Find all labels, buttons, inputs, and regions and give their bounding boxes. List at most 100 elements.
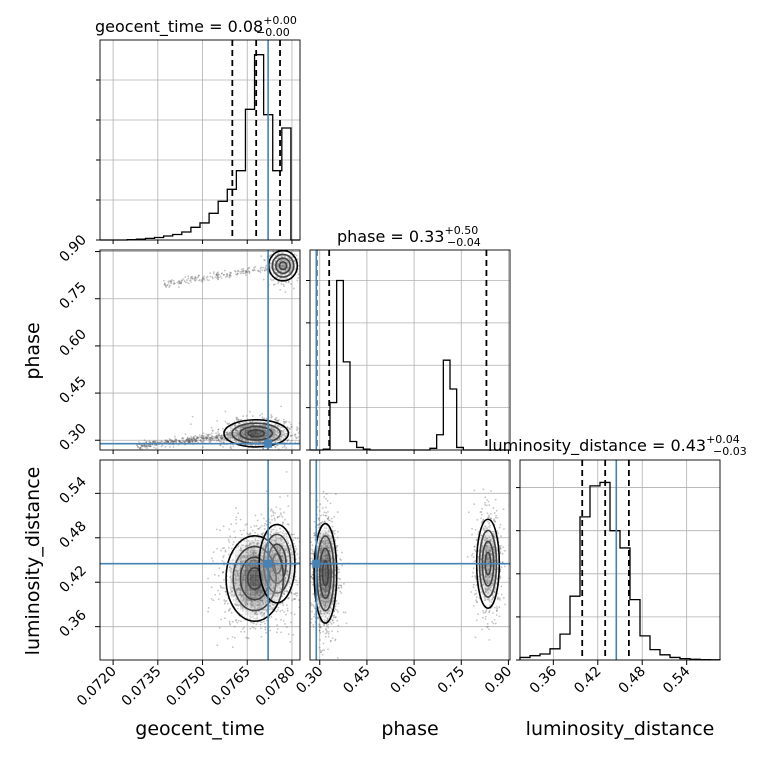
scatter-point xyxy=(188,282,190,284)
scatter-point xyxy=(211,598,213,600)
scatter-point xyxy=(143,445,145,447)
scatter-point xyxy=(275,619,277,621)
scatter-point xyxy=(476,519,478,521)
scatter-point xyxy=(468,511,470,513)
scatter-point xyxy=(302,434,304,436)
scatter-point xyxy=(280,512,282,514)
scatter-point xyxy=(227,423,229,425)
scatter-point xyxy=(323,643,325,645)
scatter-point xyxy=(291,599,293,601)
scatter-point xyxy=(235,507,237,509)
scatter-point xyxy=(207,435,209,437)
scatter-point xyxy=(283,285,285,287)
scatter-point xyxy=(260,624,262,626)
scatter-point xyxy=(146,447,148,449)
scatter-point xyxy=(307,526,309,528)
scatter-point xyxy=(201,279,203,281)
scatter-point xyxy=(225,593,227,595)
scatter-point xyxy=(289,641,291,643)
scatter-point xyxy=(240,530,242,532)
scatter-point xyxy=(220,276,222,278)
scatter-point xyxy=(334,608,336,610)
scatter-point xyxy=(306,274,308,276)
scatter-point xyxy=(484,502,486,504)
scatter-point xyxy=(264,259,266,261)
scatter-point xyxy=(245,272,247,274)
scatter-point xyxy=(241,271,243,273)
scatter-point xyxy=(211,586,213,588)
scatter-point xyxy=(332,526,334,528)
scatter-point xyxy=(302,434,304,436)
scatter-point xyxy=(202,446,204,448)
scatter-point xyxy=(496,606,498,608)
scatter-point xyxy=(271,515,273,517)
scatter-point xyxy=(287,524,289,526)
scatter-point xyxy=(325,498,327,500)
scatter-point xyxy=(221,560,223,562)
scatter-point xyxy=(302,268,304,270)
scatter-point xyxy=(339,558,341,560)
scatter-point xyxy=(312,593,314,595)
scatter-point xyxy=(484,504,486,506)
scatter-point xyxy=(264,523,266,525)
scatter-point xyxy=(320,515,322,517)
scatter-point xyxy=(499,597,501,599)
scatter-point xyxy=(196,440,198,442)
scatter-point xyxy=(238,419,240,421)
scatter-point xyxy=(500,577,502,579)
scatter-point xyxy=(225,600,227,602)
scatter-point xyxy=(293,288,295,290)
scatter-point xyxy=(179,441,181,443)
scatter-point xyxy=(196,437,198,439)
scatter-point xyxy=(311,611,313,613)
scatter-point xyxy=(222,437,224,439)
scatter-point xyxy=(497,532,499,534)
scatter-point xyxy=(296,595,298,597)
scatter-point xyxy=(286,626,288,628)
scatter-point xyxy=(277,444,279,446)
scatter-point xyxy=(144,439,146,441)
scatter-point xyxy=(213,551,215,553)
scatter-point xyxy=(473,586,475,588)
scatter-point xyxy=(495,623,497,625)
scatter-point xyxy=(474,636,476,638)
scatter-point xyxy=(182,437,184,439)
scatter-point xyxy=(287,505,289,507)
scatter-point xyxy=(222,556,224,558)
scatter-point xyxy=(274,446,276,448)
scatter-point xyxy=(246,532,248,534)
scatter-point xyxy=(284,519,286,521)
scatter-point xyxy=(208,279,210,281)
scatter-point xyxy=(279,289,281,291)
scatter-point xyxy=(186,279,188,281)
scatter-point xyxy=(198,275,200,277)
scatter-point xyxy=(497,517,499,519)
scatter-point xyxy=(234,626,236,628)
scatter-point xyxy=(327,627,329,629)
scatter-point xyxy=(270,510,272,512)
scatter-point xyxy=(211,558,213,560)
scatter-point xyxy=(291,440,293,442)
scatter-point xyxy=(272,510,274,512)
scatter-point xyxy=(475,593,477,595)
scatter-point xyxy=(490,490,492,492)
scatter-point xyxy=(190,423,192,425)
scatter-point xyxy=(232,636,234,638)
scatter-point xyxy=(485,618,487,620)
scatter-point xyxy=(227,603,229,605)
scatter-point xyxy=(217,431,219,433)
scatter-point xyxy=(225,276,227,278)
scatter-point xyxy=(290,283,292,285)
scatter-point xyxy=(218,598,220,600)
scatter-point xyxy=(487,516,489,518)
scatter-point xyxy=(202,441,204,443)
scatter-point xyxy=(495,517,497,519)
scatter-point xyxy=(248,637,250,639)
scatter-point xyxy=(333,516,335,518)
scatter-point xyxy=(484,496,486,498)
scatter-point xyxy=(290,435,292,437)
scatter-point xyxy=(235,271,237,273)
scatter-point xyxy=(339,591,341,593)
scatter-point xyxy=(169,446,171,448)
